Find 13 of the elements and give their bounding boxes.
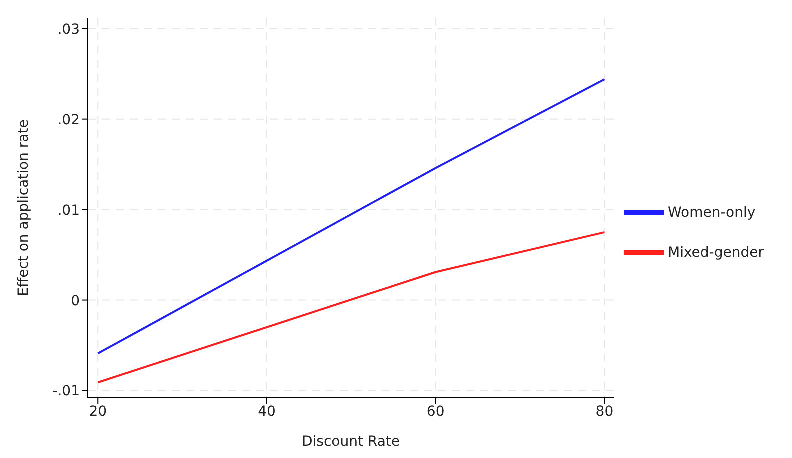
y-tick-label: 0 <box>71 293 80 310</box>
x-axis-title: Discount Rate <box>302 434 400 450</box>
x-tick-label: 80 <box>596 404 614 420</box>
y-tick-label: .02 <box>58 112 80 128</box>
x-tick-label: 60 <box>426 404 445 420</box>
y-tick-label: .01 <box>58 202 80 219</box>
y-axis-title: Effect on application rate <box>16 120 32 296</box>
x-tick-label: 40 <box>258 404 276 420</box>
legend-label: Mixed-gender <box>668 244 764 261</box>
y-tick-label: -.01 <box>52 384 80 400</box>
x-tick-label: 20 <box>89 404 108 420</box>
legend-label: Women-only <box>668 204 756 221</box>
y-tick-label: .03 <box>58 22 80 38</box>
